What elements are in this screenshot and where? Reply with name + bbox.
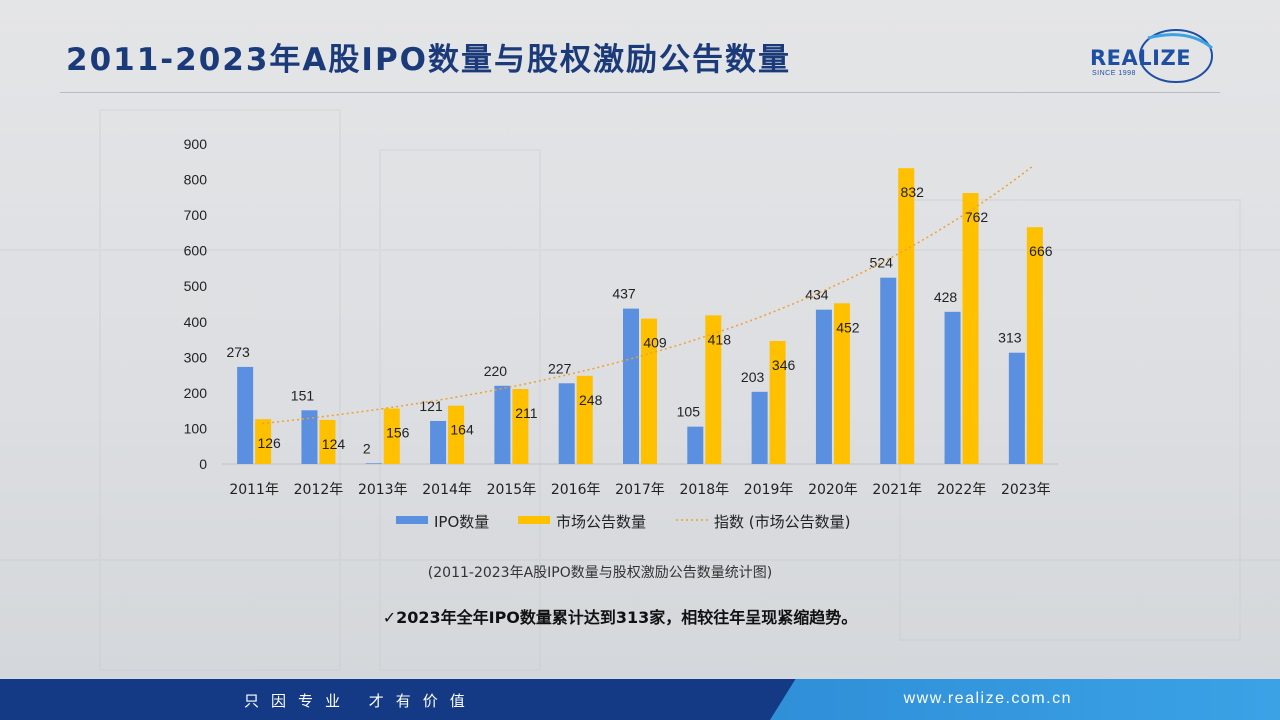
announcement-bar (962, 193, 979, 465)
y-tick-label: 600 (184, 243, 208, 259)
logo-wordmark: REALIZE (1090, 46, 1192, 70)
footer-website-link[interactable]: www.realize.com.cn (903, 690, 1072, 707)
ipo-data-label: 273 (226, 344, 250, 360)
announcement-bar (512, 388, 529, 464)
ipo-bar (365, 463, 382, 464)
ipo-bar (944, 311, 961, 464)
announcement-data-label: 124 (322, 436, 346, 452)
x-tick-label: 2016年 (551, 482, 601, 498)
footer-left-band (0, 679, 800, 720)
ipo-announcement-chart: 0 100 200 300 400 500 600 700 800 900 2011年 273 126 2… (184, 136, 1058, 531)
summary-note: ✓2023年全年IPO数量累计达到313家，相较往年呈现紧缩趋势。 (382, 608, 858, 627)
y-tick-label: 300 (184, 349, 208, 365)
ipo-bar (237, 366, 254, 464)
ipo-data-label: 203 (741, 369, 765, 385)
announcement-data-label: 832 (901, 184, 925, 200)
legend-label-ipo: IPO数量 (434, 513, 489, 531)
announcement-data-label: 164 (450, 422, 474, 438)
announcement-bar (769, 340, 786, 464)
announcement-data-label: 409 (643, 335, 667, 351)
footer-right-band (770, 679, 1280, 720)
y-tick-label: 100 (184, 420, 208, 436)
company-logo: REALIZE SINCE 1998 (1088, 26, 1218, 86)
footer-slogan: 只因专业 才有价值 (244, 692, 477, 710)
y-tick-label: 700 (184, 207, 208, 223)
y-tick-label: 800 (184, 172, 208, 188)
ipo-data-label: 151 (291, 387, 315, 403)
footer-bar: 只因专业 才有价值 www.realize.com.cn (0, 679, 1280, 720)
x-tick-label: 2014年 (422, 482, 472, 498)
ipo-data-label: 437 (612, 286, 636, 302)
announcement-data-label: 452 (836, 319, 860, 335)
announcement-bar (641, 318, 657, 464)
ipo-bar (623, 308, 639, 464)
x-tick-label: 2018年 (679, 482, 729, 498)
ipo-bar (430, 420, 447, 464)
announcement-bar (833, 303, 850, 464)
x-tick-label: 2011年 (229, 482, 279, 498)
announcement-data-label: 666 (1029, 243, 1053, 259)
ipo-data-label: 434 (805, 287, 829, 303)
y-tick-label: 200 (184, 385, 208, 401)
page-title: 2011-2023年A股IPO数量与股权激励公告数量 (66, 42, 792, 78)
announcement-bar (319, 419, 336, 464)
y-tick-label: 900 (184, 136, 208, 152)
announcement-bar (255, 419, 272, 464)
announcement-data-label: 248 (579, 392, 603, 408)
ipo-data-label: 524 (870, 255, 894, 271)
legend-label-announcement: 市场公告数量 (556, 513, 646, 531)
ipo-bar (1008, 352, 1025, 464)
ipo-data-label: 220 (484, 363, 508, 379)
y-tick-label: 0 (199, 456, 207, 472)
title-divider (60, 92, 1220, 93)
announcement-bar (1026, 227, 1043, 464)
x-tick-label: 2013年 (358, 482, 408, 498)
chart-caption: (2011-2023年A股IPO数量与股权激励公告数量统计图) (427, 565, 773, 581)
announcement-data-label: 762 (965, 209, 989, 225)
ipo-bar (494, 385, 511, 464)
announcement-bar (898, 168, 915, 464)
ipo-data-label: 121 (419, 398, 443, 414)
legend-swatch-ipo (396, 516, 428, 524)
announcement-data-label: 211 (515, 405, 538, 421)
x-tick-label: 2017年 (615, 482, 665, 498)
announcement-bar (705, 315, 722, 464)
y-tick-label: 500 (184, 278, 208, 294)
ipo-bar (558, 383, 575, 464)
ipo-data-label: 2 (363, 440, 371, 456)
ipo-bar (751, 391, 768, 464)
legend-swatch-announcement (518, 516, 550, 524)
announcement-bar (576, 375, 593, 464)
x-tick-label: 2023年 (1001, 482, 1051, 498)
ipo-bar (301, 410, 318, 464)
announcement-data-label: 346 (772, 357, 796, 373)
ipo-bar (880, 277, 897, 464)
announcement-bar (448, 405, 465, 464)
x-tick-label: 2012年 (294, 482, 344, 498)
y-tick-label: 400 (184, 314, 208, 330)
ipo-data-label: 313 (998, 330, 1022, 346)
announcement-bar (383, 408, 400, 464)
ipo-data-label: 428 (934, 289, 958, 305)
x-tick-label: 2020年 (808, 482, 858, 498)
x-tick-label: 2015年 (487, 482, 537, 498)
legend-label-trend: 指数 (市场公告数量) (714, 513, 850, 531)
logo-swoosh-icon (1139, 29, 1213, 83)
ipo-data-label: 105 (677, 404, 701, 420)
x-tick-label: 2021年 (872, 482, 922, 498)
ipo-bar (815, 309, 832, 464)
x-tick-label: 2019年 (744, 482, 794, 498)
ipo-data-label: 227 (548, 360, 572, 376)
announcement-data-label: 418 (708, 331, 732, 347)
x-tick-label: 2022年 (937, 482, 987, 498)
trend-line (262, 164, 1035, 425)
logo-tagline: SINCE 1998 (1092, 70, 1136, 77)
announcement-data-label: 126 (257, 435, 281, 451)
ipo-bar (687, 426, 704, 464)
announcement-data-label: 156 (386, 425, 410, 441)
